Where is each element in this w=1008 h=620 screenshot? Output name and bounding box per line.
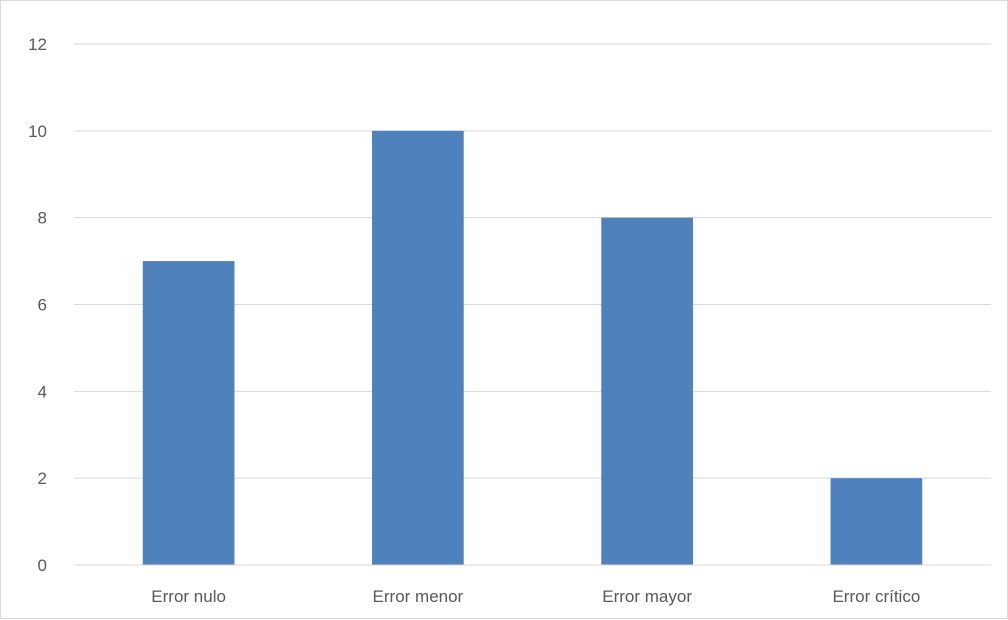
x-tick-label: Error mayor [602, 587, 692, 606]
bar-3 [830, 478, 923, 565]
y-tick-label: 2 [38, 469, 47, 488]
y-tick-label: 6 [38, 296, 47, 315]
x-tick-label: Error menor [373, 587, 464, 606]
y-tick-labels: 0 2 4 6 8 10 12 [28, 35, 47, 575]
y-tick-label: 4 [38, 382, 47, 401]
bars [142, 130, 923, 566]
y-tick-label: 0 [38, 556, 47, 575]
y-tick-label: 12 [28, 35, 47, 54]
y-tick-label: 10 [28, 122, 47, 141]
bar-2 [601, 217, 693, 565]
x-tick-label: Error crítico [832, 587, 920, 606]
bar-1 [372, 130, 464, 566]
x-tick-label: Error nulo [151, 587, 226, 606]
bar-0 [142, 261, 235, 565]
x-tick-labels: Error nulo Error menor Error mayor Error cr… [151, 587, 920, 606]
y-tick-label: 8 [38, 209, 47, 228]
